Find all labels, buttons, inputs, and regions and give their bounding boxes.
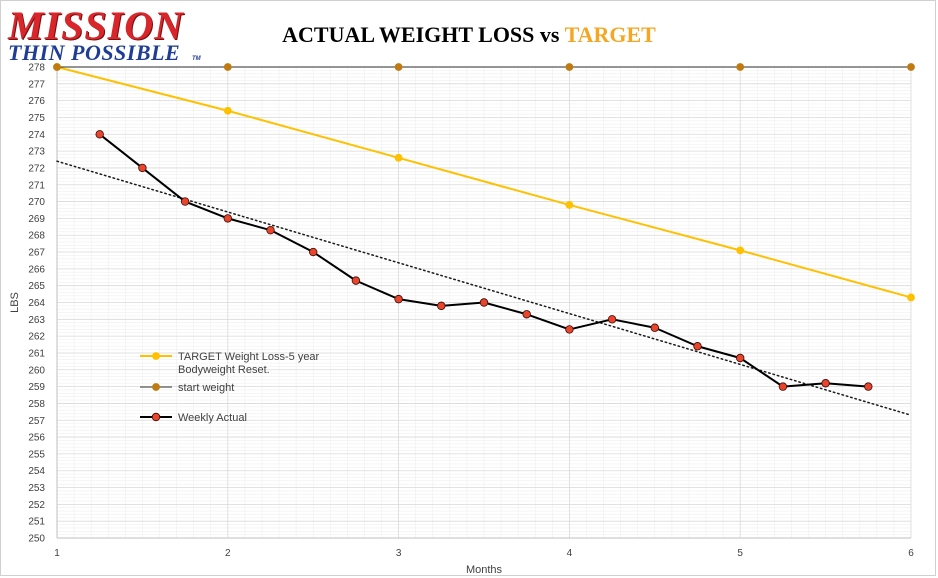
y-tick-label: 262 bbox=[28, 332, 45, 343]
y-tick-label: 275 bbox=[28, 113, 45, 124]
y-tick-label: 261 bbox=[28, 348, 45, 359]
y-tick-label: 255 bbox=[28, 449, 45, 460]
x-tick-label: 4 bbox=[567, 548, 573, 559]
weekly-actual-point bbox=[778, 382, 788, 391]
legend-label-weekly-actual: Weekly Actual bbox=[178, 412, 247, 424]
y-tick-label: 276 bbox=[28, 96, 45, 107]
start-weight-point bbox=[736, 63, 745, 71]
weekly-actual-point bbox=[565, 325, 574, 334]
x-tick-label: 2 bbox=[225, 548, 231, 559]
weekly-actual-point bbox=[309, 247, 318, 257]
target-point bbox=[736, 246, 745, 255]
y-tick-label: 272 bbox=[28, 163, 45, 174]
y-tick-label: 266 bbox=[28, 264, 45, 275]
legend-label-start-weight: start weight bbox=[178, 382, 234, 394]
y-axis-ticks: 250 251 252 253 254 255 256 257 258 259 260 261 262 2… bbox=[28, 63, 45, 545]
y-tick-label: 269 bbox=[28, 214, 45, 225]
y-tick-label: 277 bbox=[28, 79, 45, 90]
y-tick-label: 253 bbox=[28, 483, 45, 494]
chart-title: ACTUAL WEIGHT LOSS vs TARGET bbox=[0, 22, 938, 48]
start-weight-point bbox=[223, 63, 232, 71]
y-tick-label: 271 bbox=[28, 180, 45, 191]
logo-main-text: MISSION bbox=[8, 3, 184, 48]
weekly-actual-point bbox=[437, 301, 446, 311]
y-tick-label: 268 bbox=[28, 231, 45, 242]
series-start-weight bbox=[53, 63, 915, 71]
target-point bbox=[907, 293, 915, 302]
weekly-actual-point bbox=[607, 315, 617, 324]
weekly-actual-point bbox=[223, 214, 232, 223]
y-tick-label: 250 bbox=[28, 534, 45, 545]
y-tick-label: 264 bbox=[28, 298, 45, 309]
y-tick-label: 270 bbox=[28, 197, 45, 208]
y-tick-label: 257 bbox=[28, 416, 45, 427]
y-tick-label: 263 bbox=[28, 315, 45, 326]
target-point bbox=[394, 153, 403, 162]
start-weight-point bbox=[565, 63, 574, 71]
y-tick-label: 254 bbox=[28, 466, 45, 477]
series-layer bbox=[53, 63, 915, 416]
legend-item-weekly-actual: Weekly Actual bbox=[140, 412, 247, 424]
weekly-actual-point bbox=[479, 298, 489, 307]
weekly-actual-point bbox=[351, 276, 361, 285]
x-tick-label: 1 bbox=[54, 548, 60, 559]
weekly-actual-point bbox=[693, 342, 702, 351]
logo-sub-text: THIN POSSIBLE bbox=[8, 40, 181, 65]
y-tick-label: 251 bbox=[28, 517, 45, 528]
y-tick-label: 274 bbox=[28, 130, 45, 141]
mission-thin-possible-logo: MISSION THIN POSSIBLE TM bbox=[6, 2, 206, 65]
target-point bbox=[223, 106, 232, 115]
legend-marker-weekly-actual bbox=[151, 412, 161, 422]
series-target bbox=[53, 63, 915, 302]
legend-marker-start-weight bbox=[152, 383, 160, 391]
start-weight-point bbox=[907, 63, 915, 71]
minor-gridlines bbox=[57, 67, 911, 538]
x-tick-label: 6 bbox=[908, 548, 914, 559]
y-tick-label: 259 bbox=[28, 382, 45, 393]
y-tick-label: 258 bbox=[28, 399, 45, 410]
y-tick-label: 256 bbox=[28, 433, 45, 444]
target-line bbox=[56, 66, 912, 299]
weekly-actual-point bbox=[180, 197, 190, 206]
chart-title-accent: TARGET bbox=[564, 22, 656, 47]
x-axis-ticks: 1 2 3 4 5 6 bbox=[54, 548, 914, 559]
major-gridlines bbox=[56, 66, 912, 539]
x-tick-label: 5 bbox=[737, 548, 743, 559]
logo-trademark: TM bbox=[192, 56, 201, 62]
y-tick-label: 252 bbox=[28, 500, 45, 511]
weekly-actual-point bbox=[394, 294, 403, 304]
legend-label-target: Bodyweight Reset. bbox=[178, 364, 270, 376]
start-weight-point bbox=[53, 63, 61, 71]
weekly-actual-point bbox=[650, 323, 659, 332]
y-tick-label: 260 bbox=[28, 365, 45, 376]
x-axis-label: Months bbox=[466, 564, 503, 576]
weekly-actual-point bbox=[864, 382, 873, 391]
weekly-actual-point bbox=[138, 163, 147, 173]
weekly-actual-point bbox=[821, 379, 830, 388]
weekly-actual-point bbox=[522, 310, 531, 319]
weekly-actual-point bbox=[736, 353, 745, 363]
legend-item-start-weight: start weight bbox=[140, 382, 234, 394]
weekly-actual-point bbox=[266, 225, 275, 235]
chart-title-main: ACTUAL WEIGHT LOSS vs bbox=[282, 22, 565, 47]
y-axis-label: LBS bbox=[9, 292, 21, 313]
start-weight-point bbox=[394, 63, 403, 71]
series-weekly-actual bbox=[95, 130, 873, 391]
legend-marker-target bbox=[152, 352, 160, 360]
linear-trendline bbox=[56, 160, 912, 416]
legend-label-target: TARGET Weight Loss-5 year bbox=[178, 351, 320, 363]
weekly-actual-point bbox=[95, 130, 104, 139]
y-tick-label: 267 bbox=[28, 248, 45, 259]
y-tick-label: 265 bbox=[28, 281, 45, 292]
y-tick-label: 278 bbox=[28, 63, 45, 74]
target-point bbox=[565, 201, 574, 209]
y-tick-label: 273 bbox=[28, 147, 45, 158]
x-tick-label: 3 bbox=[396, 548, 402, 559]
